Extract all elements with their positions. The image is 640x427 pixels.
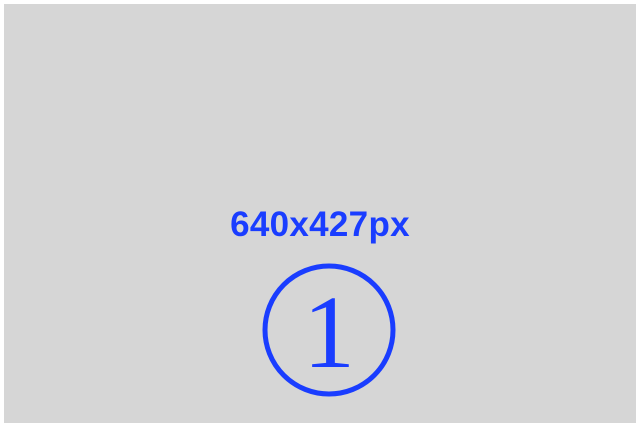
badge-circle bbox=[262, 263, 396, 397]
circled-number-icon: 1 bbox=[262, 263, 396, 397]
dimensions-label: 640x427px bbox=[230, 205, 410, 244]
placeholder-canvas: 640x427px 1 bbox=[4, 4, 636, 423]
badge-number: 1 bbox=[303, 275, 355, 390]
